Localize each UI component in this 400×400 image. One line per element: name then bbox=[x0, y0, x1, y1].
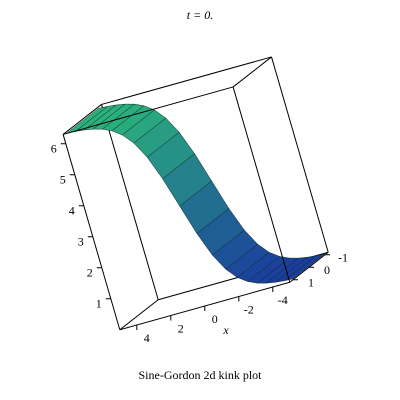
y-tick-label: 0 bbox=[324, 263, 330, 277]
box-edge bbox=[101, 56, 272, 105]
caption: Sine-Gordon 2d kink plot bbox=[139, 368, 263, 382]
chart-title: t = 0. bbox=[187, 8, 213, 22]
box-edge bbox=[62, 104, 102, 135]
z-tick-label: 6 bbox=[51, 142, 57, 156]
x-tick-label: 2 bbox=[178, 321, 184, 335]
box-edge bbox=[232, 56, 272, 88]
z-tick-label: 3 bbox=[78, 235, 84, 249]
box-edge bbox=[271, 56, 329, 253]
x-tick-label: -2 bbox=[244, 302, 254, 316]
box-edge bbox=[101, 104, 159, 300]
z-tick-label: 1 bbox=[96, 297, 102, 311]
z-tick-label: 2 bbox=[87, 266, 93, 280]
box-edge bbox=[62, 134, 121, 330]
x-tick-label: 0 bbox=[212, 312, 218, 326]
y-tick-label: -1 bbox=[338, 251, 348, 265]
z-tick-label: 5 bbox=[60, 173, 66, 187]
x-tick-label: 4 bbox=[144, 331, 150, 345]
x-axis-label: x bbox=[222, 323, 229, 337]
box-edge bbox=[232, 86, 291, 283]
box-edge bbox=[62, 86, 234, 135]
x-tick-label: -4 bbox=[278, 293, 288, 307]
y-tick-label: 1 bbox=[308, 276, 314, 290]
z-tick-label: 4 bbox=[69, 204, 75, 218]
box-edge bbox=[119, 299, 159, 331]
